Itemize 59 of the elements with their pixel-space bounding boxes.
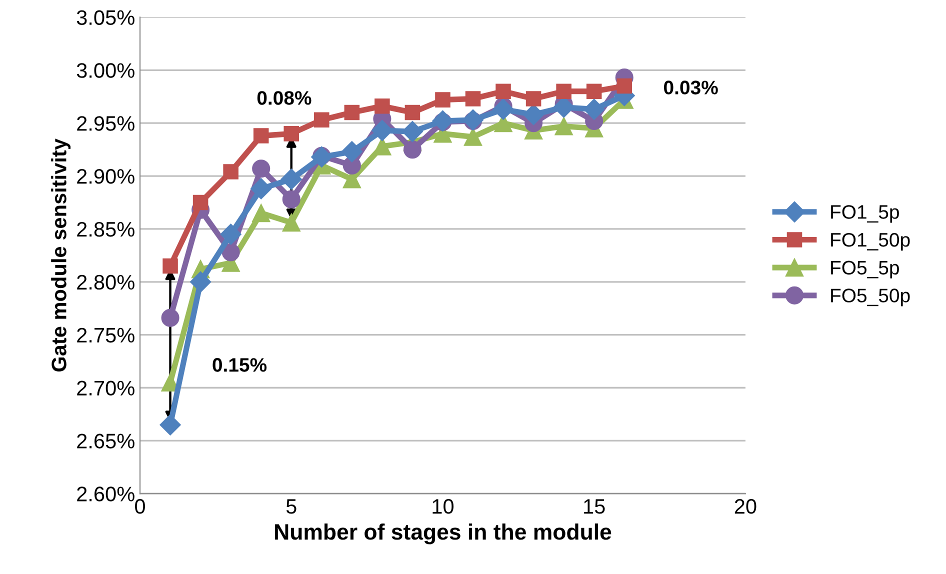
point: [523, 104, 544, 126]
point: [586, 84, 602, 99]
point: [556, 84, 572, 99]
y-tick-label: 2.85%: [77, 222, 134, 237]
y-tick-label: 2.95%: [77, 116, 134, 131]
point: [374, 98, 390, 114]
point: [282, 190, 300, 208]
y-tick-label: 2.60%: [77, 486, 134, 502]
y-tick-label: 2.75%: [77, 328, 134, 343]
point: [250, 178, 272, 200]
x-tick-label: 15: [584, 499, 605, 514]
x-tick-label: 20: [734, 499, 756, 514]
point: [192, 194, 208, 210]
point: [496, 84, 511, 99]
y-axis-title: Gate module sensitivity: [51, 138, 71, 372]
point: [435, 92, 450, 108]
legend-label: FO1_5p: [831, 205, 899, 223]
point: [252, 204, 270, 222]
y-tick-label: 2.70%: [77, 380, 134, 396]
y-tick-label: 3.00%: [76, 63, 134, 78]
legend-label: FO5_50p: [831, 288, 910, 306]
point: [311, 146, 332, 168]
legend-label: FO5_5p: [831, 260, 899, 278]
point: [223, 164, 238, 180]
x-tick-label: 5: [286, 499, 296, 514]
point: [280, 168, 302, 190]
point: [282, 214, 300, 232]
point: [314, 112, 330, 128]
annotation: 0.03%: [664, 80, 718, 94]
point: [584, 98, 605, 120]
legend-label: FO1_50p: [831, 232, 910, 251]
point: [526, 91, 542, 106]
annotation: 0.08%: [257, 91, 312, 105]
point: [554, 117, 573, 136]
point: [492, 98, 514, 120]
point: [162, 258, 178, 274]
point: [252, 160, 270, 178]
y-tick-label: 2.90%: [77, 169, 134, 184]
point: [190, 271, 212, 292]
y-tick-label: 3.05%: [76, 10, 134, 25]
point: [616, 78, 632, 94]
point: [160, 414, 181, 436]
point: [464, 128, 482, 146]
point: [284, 126, 300, 142]
point: [344, 104, 360, 120]
x-tick-label: 10: [432, 499, 454, 514]
point: [220, 224, 242, 245]
point: [222, 243, 240, 262]
point: [253, 128, 269, 144]
y-tick-label: 2.65%: [77, 434, 134, 448]
point: [161, 308, 180, 327]
annotation: 0.15%: [212, 358, 267, 372]
point: [403, 140, 422, 159]
point: [341, 141, 362, 162]
x-tick-label: 0: [135, 499, 145, 514]
point: [465, 91, 481, 106]
x-axis-title: Number of stages in the module: [275, 523, 612, 544]
point: [404, 104, 420, 120]
y-tick-label: 2.80%: [77, 274, 134, 290]
